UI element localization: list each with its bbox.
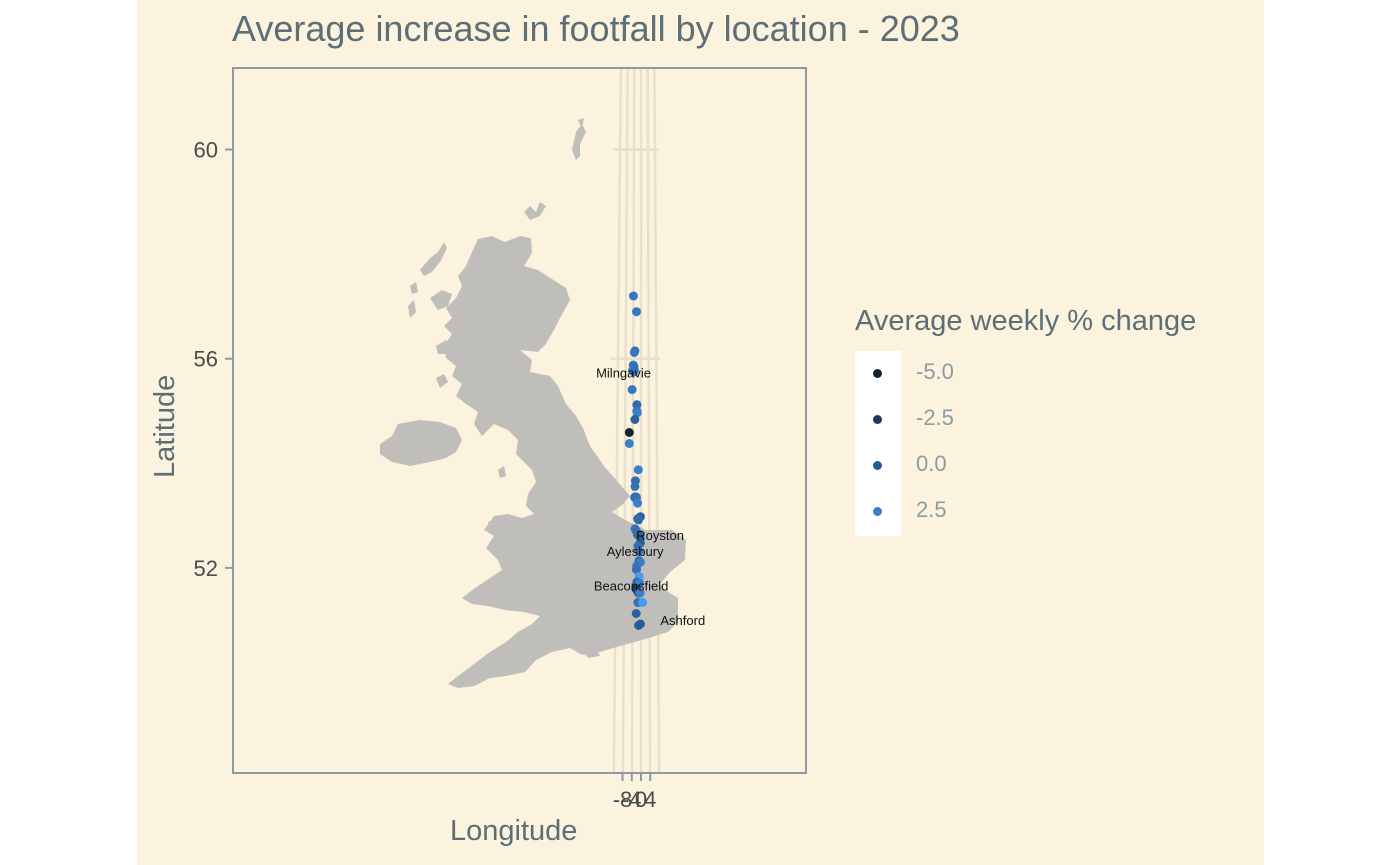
- location-point: [631, 609, 641, 618]
- legend-swatch: [873, 461, 882, 470]
- location-point: [634, 546, 644, 556]
- location-point: [633, 465, 643, 475]
- legend-label: -5.0: [916, 359, 954, 384]
- meridian-line: [653, 68, 661, 773]
- mull-shape: [436, 340, 452, 354]
- location-point: [630, 481, 640, 491]
- isle-of-wight-shape: [582, 648, 600, 658]
- y-tick-label: 56: [194, 347, 218, 372]
- location-label: Milngavie: [596, 366, 651, 381]
- location-point: [630, 415, 640, 424]
- plot-background: [137, 0, 1264, 865]
- x-tick-label: -4: [622, 787, 642, 812]
- y-axis-title: Latitude: [149, 374, 181, 478]
- y-tick-label: 52: [194, 556, 218, 581]
- location-point: [632, 307, 641, 317]
- x-tick-label: -8: [613, 787, 633, 812]
- shetland-shape: [572, 124, 586, 160]
- location-label: Royston: [636, 528, 684, 543]
- location-point: [638, 598, 648, 607]
- isle-of-man-shape: [498, 466, 506, 478]
- location-point: [628, 291, 638, 301]
- orkney-shape: [524, 202, 546, 220]
- legend-swatch: [873, 369, 882, 378]
- meridian-line: [621, 68, 629, 773]
- plot-border: [232, 67, 807, 774]
- location-point: [634, 515, 643, 525]
- legend-swatch: [873, 415, 882, 424]
- location-points: [624, 291, 648, 630]
- legend-key-box: [855, 351, 901, 536]
- location-point: [629, 348, 639, 357]
- location-label: Ashford: [660, 613, 705, 628]
- tiree-shape: [410, 282, 418, 294]
- location-point: [632, 408, 642, 418]
- y-axis: 52 56 60: [194, 138, 233, 581]
- location-point: [624, 428, 634, 437]
- x-tick-label: 0: [635, 787, 647, 812]
- shetland-north-shape: [578, 118, 584, 128]
- chart-title: Average increase in footfall by location…: [232, 8, 960, 49]
- location-label: Beaconsfield: [594, 579, 668, 594]
- uk-landmass: [380, 118, 686, 688]
- location-point: [624, 439, 634, 448]
- legend-swatch: [873, 507, 882, 516]
- x-axis: -8-404: [613, 773, 656, 812]
- x-tick-label: 4: [644, 787, 656, 812]
- location-point: [633, 498, 642, 508]
- outer-hebrides-shape: [420, 242, 447, 276]
- location-point: [627, 385, 637, 395]
- location-point: [632, 400, 642, 410]
- location-point: [629, 365, 639, 375]
- skye-shape: [430, 290, 452, 310]
- meridian-line: [646, 68, 652, 773]
- legend-label: 2.5: [916, 497, 947, 522]
- location-point: [635, 619, 645, 629]
- islay-shape: [436, 374, 448, 388]
- legend-title: Average weekly % change: [855, 305, 1197, 337]
- meridian-line: [612, 68, 623, 773]
- location-point: [632, 565, 641, 575]
- great-britain-shape: [444, 236, 686, 688]
- anglesey-shape: [488, 518, 500, 530]
- graticule: [607, 68, 662, 773]
- small-isles-shape: [408, 300, 416, 318]
- location-point: [635, 588, 645, 598]
- y-tick-label: 60: [194, 138, 218, 163]
- legend-label: 0.0: [916, 451, 947, 476]
- northern-ireland-shape: [380, 420, 462, 466]
- location-label: Aylesbury: [607, 544, 664, 559]
- x-axis-title: Longitude: [450, 815, 578, 847]
- legend-label: -2.5: [916, 405, 954, 430]
